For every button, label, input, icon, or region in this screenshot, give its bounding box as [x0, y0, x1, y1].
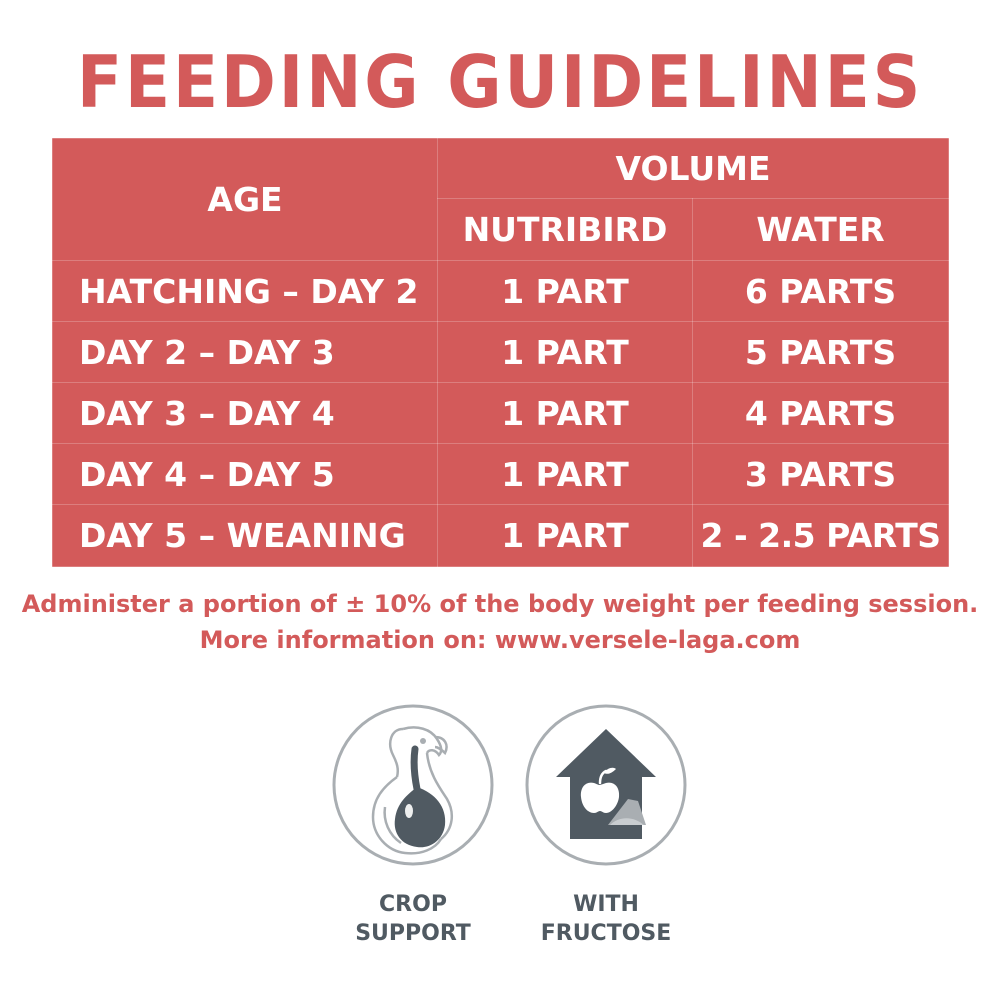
with-fructose-label: WITH FRUCTOSE [540, 892, 672, 946]
table-row: DAY 5 – WEANING 1 PART 2 - 2.5 PARTS [52, 504, 950, 567]
water-cell: 5 PARTS [691, 321, 950, 383]
header-water: WATER [691, 198, 950, 261]
age-cell: DAY 4 – DAY 5 [52, 443, 438, 505]
table-row: DAY 3 – DAY 4 1 PART 4 PARTS [52, 382, 950, 444]
info-note: More information on: www.versele-laga.co… [199, 626, 801, 654]
table-row: HATCHING – DAY 2 1 PART 6 PARTS [52, 260, 950, 322]
header-volume: VOLUME [436, 138, 950, 199]
age-cell: HATCHING – DAY 2 [52, 260, 438, 322]
age-cell: DAY 3 – DAY 4 [52, 382, 438, 444]
table-row: DAY 4 – DAY 5 1 PART 3 PARTS [52, 443, 950, 505]
nutribird-cell: 1 PART [437, 382, 693, 444]
age-cell: DAY 2 – DAY 3 [52, 321, 438, 383]
feeding-table: AGE VOLUME NUTRIBIRD WATER HATCHING – DA… [52, 138, 950, 567]
header-nutribird: NUTRIBIRD [437, 198, 693, 261]
feeding-note: Administer a portion of ± 10% of the bod… [21, 590, 979, 618]
nutribird-cell: 1 PART [437, 443, 693, 505]
bird-crop-icon [331, 703, 495, 867]
header-age: AGE [52, 138, 438, 261]
water-cell: 6 PARTS [691, 260, 950, 322]
water-cell: 4 PARTS [691, 382, 950, 444]
nutribird-cell: 1 PART [437, 321, 693, 383]
water-cell: 2 - 2.5 PARTS [691, 504, 950, 567]
water-cell: 3 PARTS [691, 443, 950, 505]
nutribird-cell: 1 PART [437, 260, 693, 322]
nutribird-cell: 1 PART [437, 504, 693, 567]
table-row: DAY 2 – DAY 3 1 PART 5 PARTS [52, 321, 950, 383]
age-cell: DAY 5 – WEANING [52, 504, 438, 567]
house-fructose-icon [524, 703, 688, 867]
page-title: FEEDING GUIDELINES [76, 40, 924, 124]
crop-support-label: CROP SUPPORT [355, 892, 471, 946]
